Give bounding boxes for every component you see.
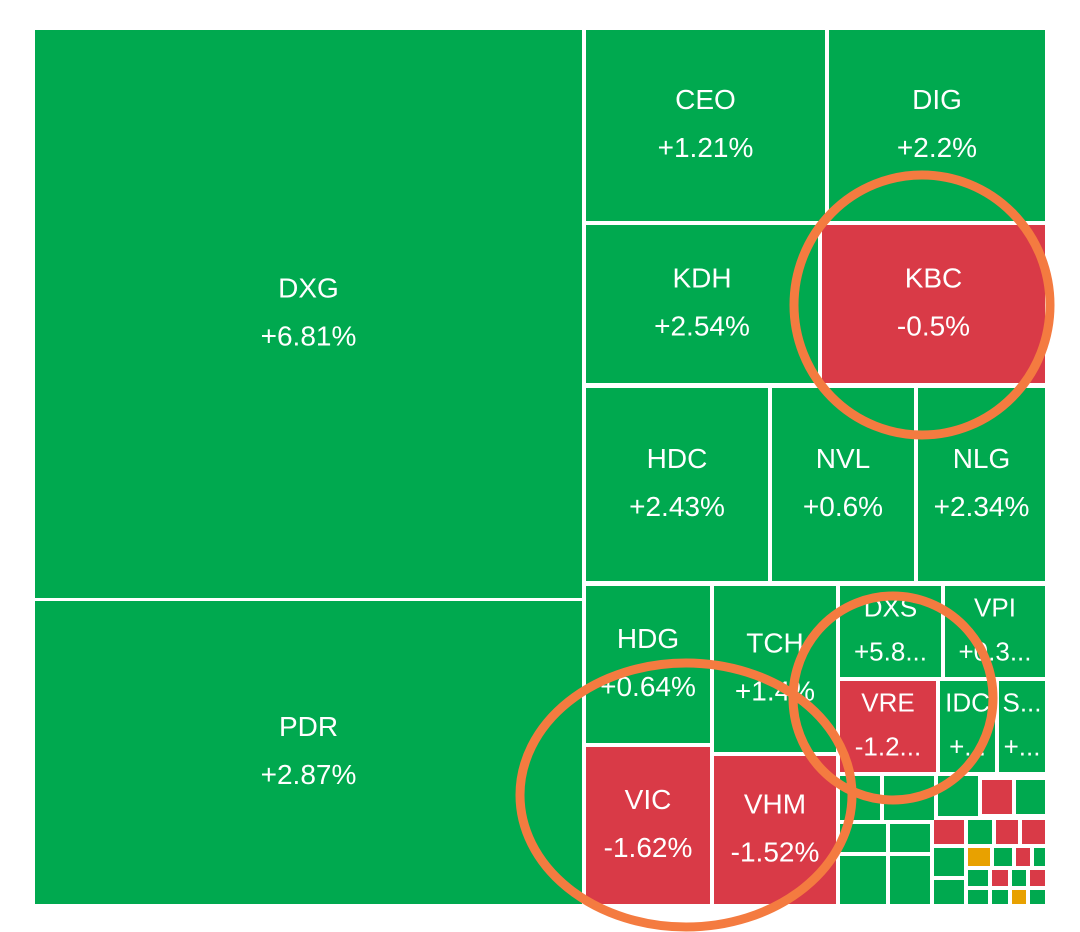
tile-box [772,388,914,581]
change: +... [1004,731,1041,761]
tile: DXG +6.81% [35,30,582,598]
tile-box [945,586,1045,677]
change: +5.8... [854,636,927,666]
ticker: HDG [617,623,679,654]
change: +2.2% [897,132,977,163]
change: -0.5% [897,310,970,341]
change: +0.3... [959,636,1032,666]
ticker: VPI [974,592,1016,622]
small-tiles [840,776,1045,904]
change: +6.81% [261,320,357,351]
tile: VHM -1.52% [714,756,836,904]
change: +1.21% [658,132,754,163]
change: +2.54% [654,310,750,341]
change: -1.62% [604,832,693,863]
tile-box [840,681,936,772]
ticker: PDR [279,711,338,742]
tile: VPI +0.3... [945,586,1045,677]
ticker: TCH [746,627,804,658]
change: +2.34% [934,491,1030,522]
tile-box [586,30,825,221]
ticker: KBC [905,262,963,293]
change: +2.43% [629,491,725,522]
ticker: DXG [278,272,339,303]
ticker: DIG [912,84,962,115]
change: +2.87% [261,759,357,790]
highlight-circles [515,170,1055,932]
tile: VRE -1.2... [840,681,936,772]
tile: NVL +0.6% [772,388,914,581]
tile-box [586,388,768,581]
tile-box [35,601,582,904]
ticker: NLG [953,443,1011,474]
tile-box [822,225,1045,383]
ticker: S... [1002,687,1041,717]
ticker: IDC [945,687,990,717]
tile: HDC +2.43% [586,388,768,581]
change: -1.2... [855,731,921,761]
ticker: CEO [675,84,736,115]
tile-box [999,681,1045,772]
tile-box [714,756,836,904]
tile: PDR +2.87% [35,601,582,904]
change: +0.6% [803,491,883,522]
ticker: VHM [744,788,806,819]
tile-box [586,747,710,904]
ticker: NVL [816,443,870,474]
ticker: VIC [625,784,672,815]
tile: CEO +1.21% [586,30,825,221]
ticker: HDC [647,443,708,474]
tile: KDH +2.54% [586,225,818,383]
tile: S... +... [999,681,1045,772]
tile: VIC -1.62% [586,747,710,904]
tile-box [35,30,582,598]
tile: KBC -0.5% [822,225,1045,383]
tile-box [586,225,818,383]
ticker: KDH [672,262,731,293]
change: -1.52% [731,836,820,867]
ticker: VRE [861,687,914,717]
